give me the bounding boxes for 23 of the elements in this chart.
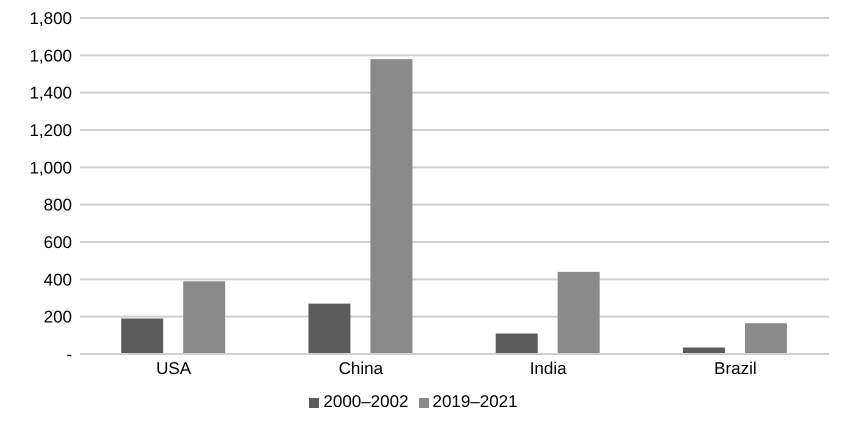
y-tick-label: 200 bbox=[44, 308, 72, 327]
y-tick-label: 1,000 bbox=[29, 158, 72, 178]
x-tick-label: India bbox=[530, 359, 568, 378]
y-tick-label: - bbox=[66, 345, 72, 364]
bar bbox=[370, 59, 412, 354]
bar bbox=[496, 333, 538, 354]
bar bbox=[183, 281, 226, 354]
bar bbox=[558, 272, 600, 354]
legend-label: 2019–2021 bbox=[432, 392, 518, 411]
y-tick-label: 400 bbox=[44, 270, 72, 290]
y-tick-label: 1,800 bbox=[29, 9, 72, 28]
bar bbox=[744, 323, 787, 354]
legend-label: 2000–2002 bbox=[323, 392, 408, 411]
x-tick-label: USA bbox=[156, 359, 192, 378]
x-tick-label: China bbox=[338, 359, 384, 378]
bar bbox=[121, 318, 164, 354]
y-tick-label: 1,600 bbox=[29, 46, 72, 66]
y-tick-label: 800 bbox=[44, 196, 72, 215]
y-tick-label: 600 bbox=[44, 233, 72, 252]
x-tick-label: Brazil bbox=[714, 359, 757, 378]
y-tick-label: 1,400 bbox=[29, 84, 72, 103]
bar bbox=[308, 304, 350, 354]
y-tick-label: 1,200 bbox=[29, 121, 72, 140]
